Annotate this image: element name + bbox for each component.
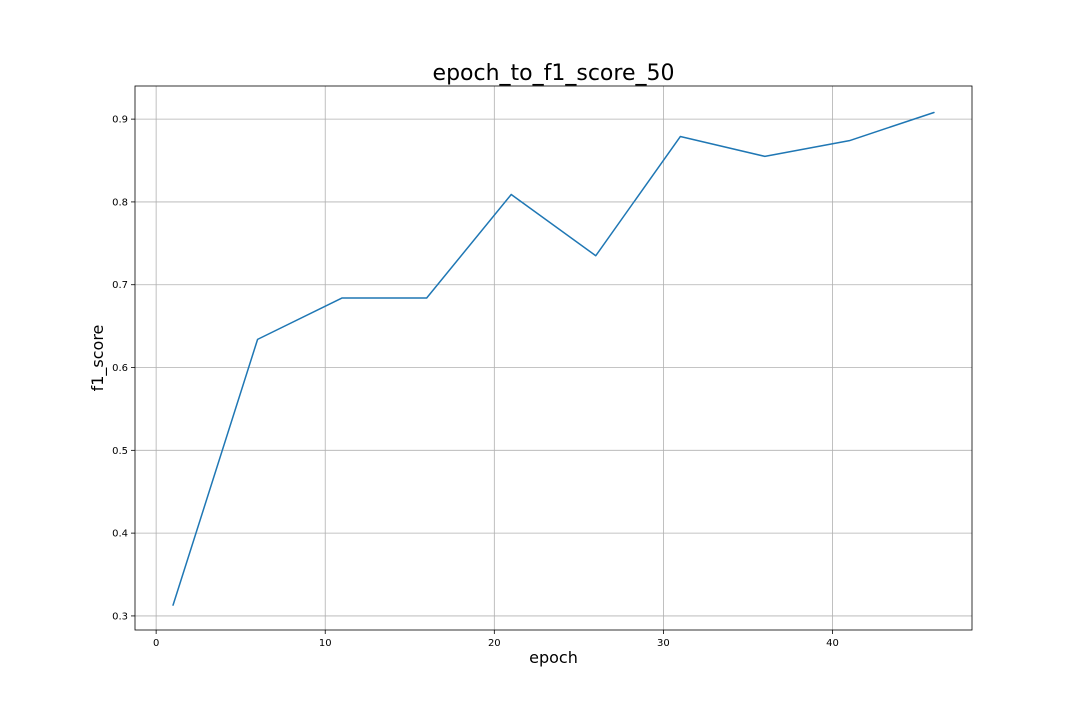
y-tick-label: 0.6 bbox=[112, 363, 128, 374]
x-grid bbox=[155, 86, 833, 630]
plot-area-frame bbox=[134, 85, 973, 631]
series-group bbox=[172, 111, 935, 606]
x-tick-label: 10 bbox=[319, 638, 332, 649]
y-tick-label: 0.7 bbox=[112, 280, 128, 291]
y-tick-label: 0.8 bbox=[112, 197, 128, 208]
x-axis-label: epoch bbox=[529, 648, 578, 667]
x-tick-label: 0 bbox=[153, 638, 159, 649]
y-tick-label: 0.5 bbox=[112, 446, 128, 457]
x-tick-label: 40 bbox=[826, 638, 839, 649]
chart-title: epoch_to_f1_score_50 bbox=[433, 61, 675, 86]
x-tick-label: 30 bbox=[657, 638, 670, 649]
y-grid bbox=[135, 118, 972, 617]
y-tick-label: 0.3 bbox=[112, 611, 128, 622]
y-axis-ticks: 0.3 0.4 0.5 0.6 0.7 0.8 0.9 bbox=[112, 115, 135, 622]
x-axis-ticks: 0 10 20 30 40 bbox=[153, 630, 839, 649]
y-tick-label: 0.9 bbox=[112, 115, 128, 126]
series-line bbox=[172, 111, 935, 606]
y-tick-label: 0.4 bbox=[112, 529, 128, 540]
y-axis-label: f1_score bbox=[88, 325, 108, 392]
x-tick-label: 20 bbox=[488, 638, 501, 649]
